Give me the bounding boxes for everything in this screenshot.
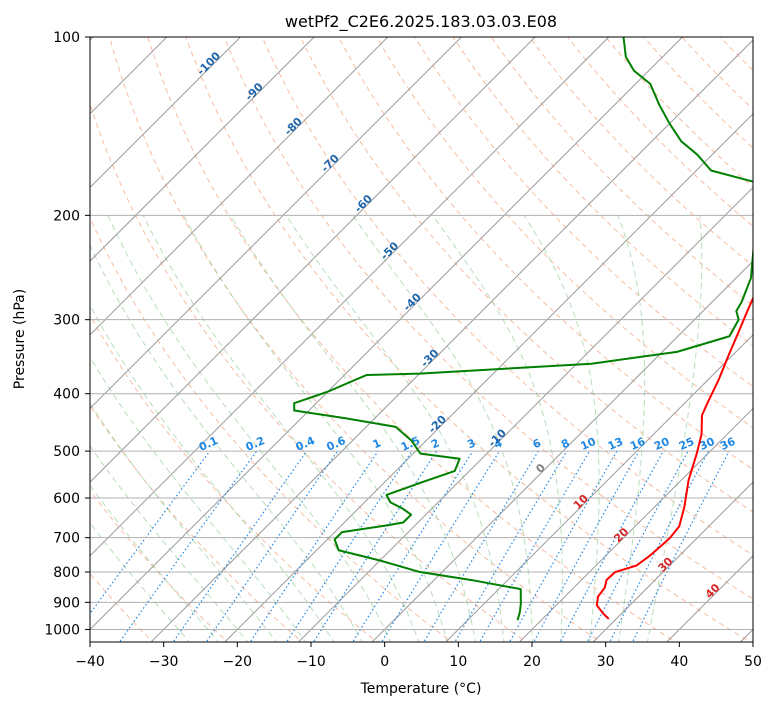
isotherm-line xyxy=(90,37,610,557)
y-tick-label: 800 xyxy=(53,565,80,581)
y-tick-label: 300 xyxy=(53,313,80,329)
dry-adiabat-line xyxy=(90,216,453,642)
dry-adiabat-line xyxy=(185,37,752,642)
isotherm-line xyxy=(445,334,753,642)
y-tick-label: 500 xyxy=(53,444,80,460)
dry-adiabat-line xyxy=(452,37,753,347)
mixing-ratio-label: 25 xyxy=(677,435,696,453)
plot-area-background xyxy=(90,37,753,642)
isotherm-line xyxy=(592,481,753,642)
mixing-ratio-label: 16 xyxy=(628,435,648,453)
sounding-profiles xyxy=(293,37,753,621)
isotherm-line xyxy=(518,407,753,642)
mixing-ratio-label: 20 xyxy=(652,435,672,453)
mixing-ratio-label: 13 xyxy=(606,435,625,453)
x-tick-label: 0 xyxy=(380,654,389,670)
x-axis-ticks: −40 −30 −20 −10 0 10 20 30 40 50 xyxy=(75,642,762,670)
mixing-ratio-line xyxy=(90,450,211,615)
y-tick-label: 200 xyxy=(53,208,80,224)
isotherm-line xyxy=(90,37,684,631)
x-tick-label: 10 xyxy=(449,654,467,670)
mixing-ratio-line xyxy=(118,450,258,642)
moist-adiabat-line xyxy=(142,215,420,642)
mixing-ratio-line xyxy=(249,450,379,642)
moist-adiabat-line xyxy=(183,215,448,642)
moist-adiabat-line xyxy=(230,215,476,642)
x-tick-label: 30 xyxy=(597,654,615,670)
mixing-ratio-line xyxy=(609,450,710,642)
moist-adiabat-line xyxy=(617,215,646,642)
isotherm-line xyxy=(371,260,753,642)
moist-adiabat-line xyxy=(90,402,278,642)
mixing-ratio-line xyxy=(172,450,308,642)
moist-adiabat-line xyxy=(432,215,563,642)
y-axis-label: Pressure (hPa) xyxy=(12,289,28,389)
mixing-ratio-line xyxy=(380,450,500,642)
moist-adiabat-line xyxy=(90,304,335,642)
isotherm-line xyxy=(224,113,753,642)
moist-adiabat-line xyxy=(90,444,249,642)
moist-adiabat-line xyxy=(90,356,306,642)
isotherm-line xyxy=(90,37,389,336)
moist-adiabat-line xyxy=(107,215,392,642)
y-tick-label: 900 xyxy=(53,595,80,611)
mixing-ratio-line xyxy=(205,450,339,642)
plot-frame xyxy=(89,36,754,643)
temperature-profile-line xyxy=(595,295,753,620)
x-tick-label: −30 xyxy=(149,654,179,670)
isobar-grid xyxy=(90,37,753,630)
mixing-ratio-line xyxy=(285,450,413,642)
isotherm-line xyxy=(150,39,753,642)
isotherm-line xyxy=(297,186,753,642)
x-axis-label: Temperature (°C) xyxy=(360,681,482,697)
x-tick-label: 40 xyxy=(670,654,688,670)
dry-adiabat-line xyxy=(337,37,753,471)
y-tick-label: 100 xyxy=(53,30,80,46)
x-tick-label: −10 xyxy=(296,654,326,670)
mixing-ratio-label: 30 xyxy=(697,435,717,453)
mixing-ratio-line xyxy=(312,450,438,642)
dewpoint-profile-line xyxy=(293,37,753,621)
y-tick-label: 400 xyxy=(53,387,80,403)
mixing-ratio-line xyxy=(559,450,664,642)
x-tick-label: 20 xyxy=(523,654,541,670)
x-tick-label: 50 xyxy=(744,654,762,670)
moist-adiabat-line xyxy=(647,215,703,642)
y-tick-label: 600 xyxy=(53,491,80,507)
mixing-ratio-line xyxy=(586,450,689,642)
isotherm-line xyxy=(90,37,315,262)
isotherm-line xyxy=(90,37,536,483)
moist-adiabat-line xyxy=(90,244,363,642)
x-tick-label: −40 xyxy=(75,654,105,670)
mixing-ratio-label: 36 xyxy=(718,435,738,453)
mixing-ratio-label: 10 xyxy=(579,435,599,453)
y-tick-label: 1000 xyxy=(44,622,80,638)
chart-title: wetPf2_C2E6.2025.183.03.03.E08 xyxy=(285,12,557,32)
mixing-ratio-line xyxy=(454,450,568,642)
moist-adiabat-line xyxy=(352,215,533,642)
dry-adiabat-line xyxy=(90,102,528,642)
isotherm-line xyxy=(90,37,242,189)
isotherm-line xyxy=(90,37,463,410)
y-tick-label: 700 xyxy=(53,531,80,547)
y-axis-ticks: 100 200 300 400 500 600 700 800 900 1000 xyxy=(44,30,90,638)
x-tick-label: −20 xyxy=(223,654,253,670)
moist-adiabat-line xyxy=(90,484,220,642)
dry-adiabat-line xyxy=(376,37,753,429)
